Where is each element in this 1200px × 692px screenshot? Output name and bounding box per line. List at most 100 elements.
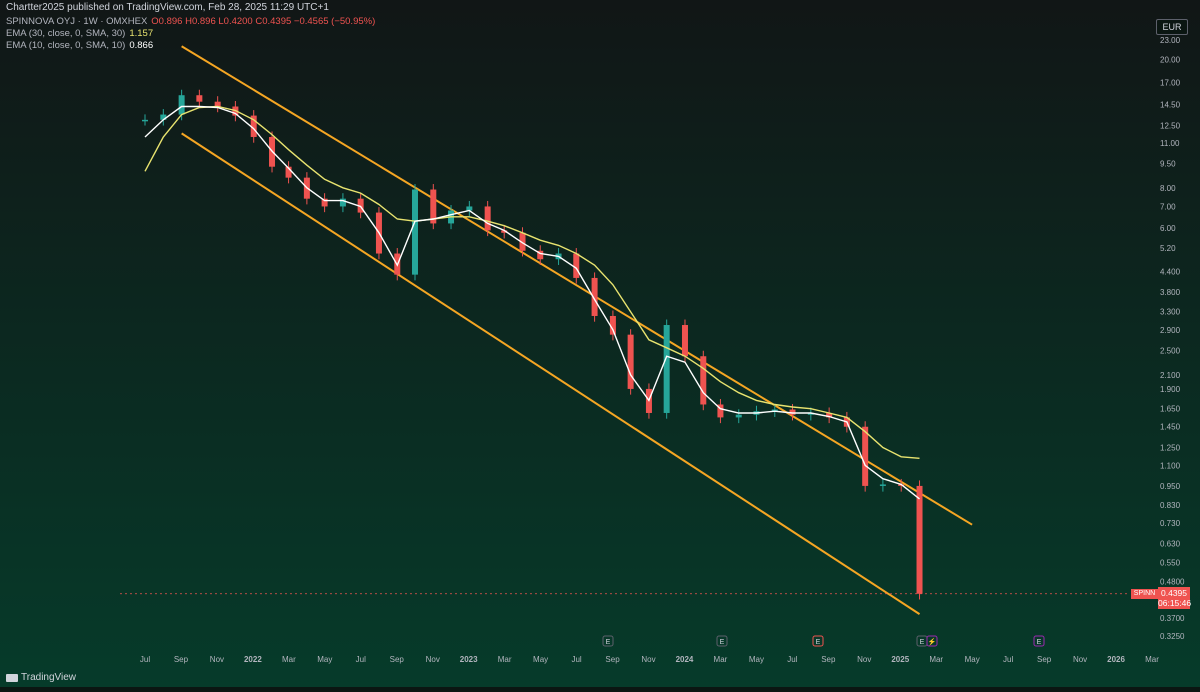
y-tick-label: 1.650	[1160, 405, 1181, 414]
candle-body	[196, 95, 203, 102]
candle-body	[519, 232, 526, 251]
x-tick-label: Sep	[605, 655, 620, 664]
event-marker-box	[716, 635, 728, 647]
ema30-label: EMA (30, close, 0, SMA, 30)	[6, 28, 126, 39]
y-tick-label: 14.50	[1160, 101, 1181, 110]
x-tick-label: May	[965, 655, 980, 664]
x-tick-label: Jul	[1003, 655, 1013, 664]
candle-body	[501, 230, 508, 233]
x-tick-label: Jul	[787, 655, 797, 664]
y-tick-label: 1.250	[1160, 444, 1181, 453]
bar-countdown: 06:15:46	[1158, 598, 1192, 608]
x-tick-label: Mar	[714, 655, 728, 664]
y-tick-label: 1.450	[1160, 423, 1181, 432]
tradingview-logo-icon	[6, 673, 18, 682]
x-tick-label: May	[317, 655, 332, 664]
candle-body	[160, 114, 167, 120]
y-tick-label: 2.900	[1160, 326, 1181, 335]
x-tick-label: 2022	[244, 655, 262, 664]
candle-body	[573, 253, 580, 278]
y-tick-label: 4.400	[1160, 267, 1181, 276]
x-tick-label: Mar	[929, 655, 943, 664]
candle-body	[663, 325, 670, 413]
candle-body	[430, 189, 437, 224]
x-tick-label: May	[533, 655, 548, 664]
candle-body	[537, 250, 544, 260]
chart-legend: SPINNOVA OYJ · 1W · OMXHEX O0.896 H0.896 …	[6, 16, 375, 52]
event-marker-label: E	[816, 639, 821, 646]
y-tick-label: 12.50	[1160, 121, 1181, 130]
x-tick-label: Mar	[498, 655, 512, 664]
event-marker-box	[602, 635, 614, 647]
candle-body	[321, 198, 328, 207]
y-tick-label: 2.100	[1160, 371, 1181, 380]
y-tick-label: 0.3700	[1160, 614, 1185, 623]
candle-body	[717, 404, 724, 418]
x-tick-label: Sep	[821, 655, 836, 664]
y-tick-label: 3.300	[1160, 308, 1181, 317]
brand-name: TradingView	[21, 672, 77, 683]
ema10-line	[144, 105, 920, 500]
x-tick-label: 2024	[676, 655, 694, 664]
x-tick-label: Jul	[571, 655, 581, 664]
x-tick-label: Mar	[282, 655, 296, 664]
y-tick-label: 0.4800	[1160, 577, 1185, 586]
ohlc-values: O0.896 H0.896 L0.4200 C0.4395 −0.4565 (−…	[151, 16, 376, 27]
candle-body	[484, 206, 491, 231]
x-tick-label: Sep	[390, 655, 405, 664]
x-tick-label: Mar	[1145, 655, 1159, 664]
candle-body	[627, 334, 634, 389]
x-tick-label: 2026	[1107, 655, 1125, 664]
x-tick-label: Nov	[426, 655, 440, 664]
candle-body	[789, 409, 796, 415]
y-tick-label: 0.3250	[1160, 632, 1185, 641]
y-tick-label: 1.900	[1160, 385, 1181, 394]
ema30-value: 1.157	[129, 28, 154, 39]
event-marker-box	[926, 635, 938, 647]
y-tick-label: 0.950	[1160, 482, 1181, 491]
candle-body	[700, 356, 707, 405]
x-tick-label: Nov	[210, 655, 224, 664]
currency-selector[interactable]: EUR	[1156, 19, 1188, 35]
candle-body	[771, 409, 778, 412]
y-tick-label: 20.00	[1160, 56, 1181, 65]
event-marker-box	[1033, 635, 1045, 647]
x-tick-label: Nov	[1073, 655, 1087, 664]
last-price-value: 0.4395	[1161, 588, 1187, 598]
candle-body	[681, 325, 688, 357]
y-tick-label: 23.00	[1160, 36, 1181, 45]
candle-body	[411, 189, 418, 275]
x-tick-label: Jul	[356, 655, 366, 664]
candle-body	[339, 198, 346, 207]
event-marker-label: E	[606, 639, 611, 646]
candle-body	[916, 485, 923, 594]
symbol-title: SPINNOVA OYJ · 1W · OMXHEX	[6, 16, 148, 27]
x-tick-label: Jul	[140, 655, 150, 664]
candle-body	[807, 412, 814, 415]
publisher-line: Chartter2025 published on TradingView.co…	[6, 2, 329, 13]
candle-body	[826, 412, 833, 418]
y-tick-label: 1.100	[1160, 461, 1181, 470]
candle-body	[879, 484, 886, 486]
channel-upper-line	[181, 45, 973, 526]
last-price-tag: 0.4395 06:15:46	[1158, 587, 1192, 609]
ema10-value: 0.866	[129, 40, 154, 51]
candle-body	[214, 101, 221, 107]
candle-body	[591, 277, 598, 316]
event-marker-label: E	[720, 639, 725, 646]
x-tick-label: Nov	[641, 655, 655, 664]
y-tick-label: 0.550	[1160, 558, 1181, 567]
x-tick-label: 2025	[891, 655, 909, 664]
y-tick-label: 17.00	[1160, 78, 1181, 87]
candle-body	[357, 198, 364, 213]
y-tick-label: 8.00	[1160, 184, 1176, 193]
y-tick-label: 2.500	[1160, 347, 1181, 356]
candle-body	[735, 414, 742, 418]
ticker-tag: SPINN	[1131, 589, 1158, 599]
x-tick-label: Sep	[1037, 655, 1052, 664]
y-tick-label: 5.20	[1160, 244, 1176, 253]
event-marker-label: E	[1037, 639, 1042, 646]
x-tick-label: Sep	[174, 655, 189, 664]
ema10-label: EMA (10, close, 0, SMA, 10)	[6, 40, 126, 51]
